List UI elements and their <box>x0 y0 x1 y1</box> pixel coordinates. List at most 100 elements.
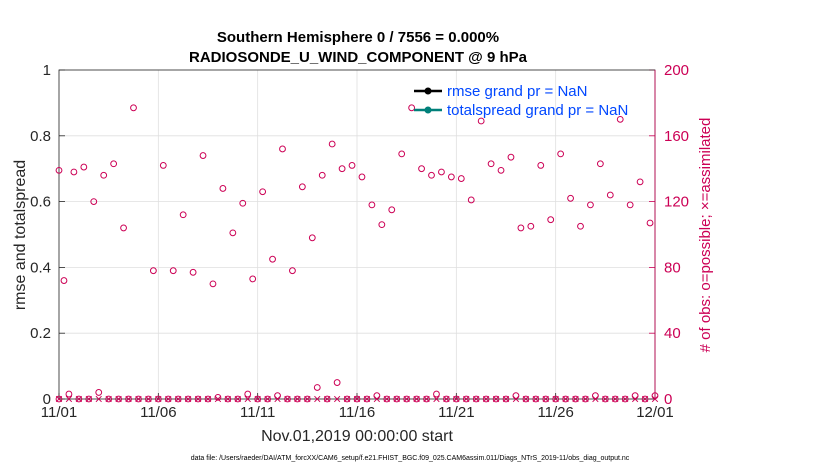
y-tick-label: 0 <box>43 391 51 408</box>
obs-possible-point <box>214 393 222 401</box>
y-tick-label: 0.2 <box>30 325 51 342</box>
x-tick-label: 11/06 <box>140 404 176 421</box>
obs-assimilated-point <box>373 395 381 403</box>
obs-assimilated-point <box>184 395 192 403</box>
obs-assimilated-point <box>165 395 172 403</box>
obs-possible-point <box>279 145 286 153</box>
obs-assimilated-point <box>453 395 460 403</box>
obs-possible-point <box>244 390 252 398</box>
data-marks <box>55 104 659 403</box>
obs-assimilated-point <box>492 395 500 403</box>
obs-possible-point <box>80 163 88 171</box>
obs-possible-point <box>199 152 207 159</box>
obs-possible-point <box>60 277 68 284</box>
obs-possible-point <box>348 162 356 169</box>
obs-possible-point <box>100 171 108 179</box>
obs-possible-point <box>323 395 331 403</box>
obs-possible-point <box>363 395 371 403</box>
x-tick-labels: 11/01 11/06 11/11 11/16 11/21 11/26 12/01 <box>41 404 674 421</box>
y-tick-label: 1 <box>43 62 51 79</box>
chart-subtitle: RADIOSONDE_U_WIND_COMPONENT @ 9 hPa <box>189 49 528 66</box>
y2-tick-label: 80 <box>664 259 681 276</box>
obs-possible-point <box>467 196 475 204</box>
obs-possible-point <box>338 165 346 173</box>
obs-possible-point <box>65 390 73 398</box>
obs-possible-point <box>298 183 306 191</box>
obs-possible-point <box>70 168 78 176</box>
obs-assimilated-point <box>403 395 410 403</box>
obs-assimilated-point <box>612 395 619 403</box>
obs-possible-point <box>577 222 584 230</box>
x-tick-label: 11/26 <box>537 404 573 421</box>
obs-possible-point <box>398 150 406 158</box>
obs-assimilated-point <box>55 395 63 403</box>
obs-possible-point <box>164 395 172 403</box>
obs-possible-point <box>572 395 579 403</box>
obs-possible-point <box>308 234 316 242</box>
y2-tick-label: 0 <box>664 391 672 408</box>
obs-assimilated-point <box>622 395 629 403</box>
obs-possible-point <box>433 390 440 398</box>
obs-assimilated-point <box>393 395 400 403</box>
x-axis-label: Nov.01,2019 00:00:00 start <box>261 428 453 445</box>
obs-possible-point <box>234 395 242 403</box>
obs-possible-point <box>502 395 510 403</box>
obs-possible-point <box>388 206 396 214</box>
y-tick-labels: 0 0.2 0.4 0.6 0.8 1 <box>30 62 51 408</box>
obs-possible-point <box>413 395 421 403</box>
obs-assimilated-point <box>324 395 331 403</box>
obs-possible-point <box>562 395 569 403</box>
obs-assimilated-point <box>314 395 321 403</box>
y2-tick-label: 200 <box>664 62 689 79</box>
obs-possible-point <box>457 175 465 182</box>
obs-possible-point <box>428 171 435 179</box>
obs-possible-point <box>492 395 500 403</box>
obs-possible-point <box>423 395 430 403</box>
obs-possible-point <box>557 150 565 158</box>
obs-assimilated-point <box>294 395 301 403</box>
obs-possible-point <box>224 395 232 403</box>
obs-assimilated-point <box>433 395 440 403</box>
obs-possible-point <box>269 255 276 263</box>
obs-possible-point <box>438 168 445 176</box>
obs-possible-point <box>517 224 525 232</box>
obs-possible-point <box>408 104 416 112</box>
obs-assimilated-point <box>105 395 112 403</box>
obs-assimilated-point <box>522 395 530 403</box>
obs-assimilated-point <box>641 395 649 403</box>
obs-assimilated-point <box>651 395 659 403</box>
legend-totalspread-label: totalspread grand pr = NaN <box>447 102 628 119</box>
obs-assimilated-point <box>502 395 510 403</box>
obs-possible-point <box>606 191 614 199</box>
obs-possible-point <box>289 267 296 275</box>
obs-possible-point <box>254 395 262 403</box>
y-axis-label: rmse and totalspread <box>12 160 29 310</box>
obs-possible-point <box>403 395 411 403</box>
obs-assimilated-point <box>254 395 261 403</box>
legend-rmse-marker <box>424 87 432 95</box>
obs-possible-point <box>284 395 291 403</box>
obs-possible-point <box>368 201 376 209</box>
y-tick-label: 0.4 <box>30 259 51 276</box>
x-tick-label: 11/11 <box>240 404 275 421</box>
obs-assimilated-point <box>204 395 212 403</box>
obs-assimilated-point <box>562 395 569 403</box>
obs-possible-point <box>110 160 118 168</box>
obs-possible-point <box>90 198 98 206</box>
obs-possible-point <box>239 199 247 207</box>
x-tick-label: 11/21 <box>438 404 474 421</box>
obs-possible-point <box>353 395 361 403</box>
obs-possible-point <box>264 395 272 403</box>
obs-possible-point <box>596 160 604 168</box>
obs-possible-point <box>636 178 644 186</box>
obs-assimilated-point <box>244 395 251 403</box>
obs-possible-point <box>393 395 401 403</box>
obs-possible-point <box>527 222 535 230</box>
legend-rmse-label: rmse grand pr = NaN <box>447 83 587 100</box>
obs-possible-point <box>616 115 624 123</box>
obs-possible-point <box>169 267 177 275</box>
obs-possible-point <box>313 384 321 391</box>
obs-possible-point <box>219 185 227 192</box>
obs-possible-point <box>646 219 654 227</box>
obs-possible-point <box>587 201 594 209</box>
